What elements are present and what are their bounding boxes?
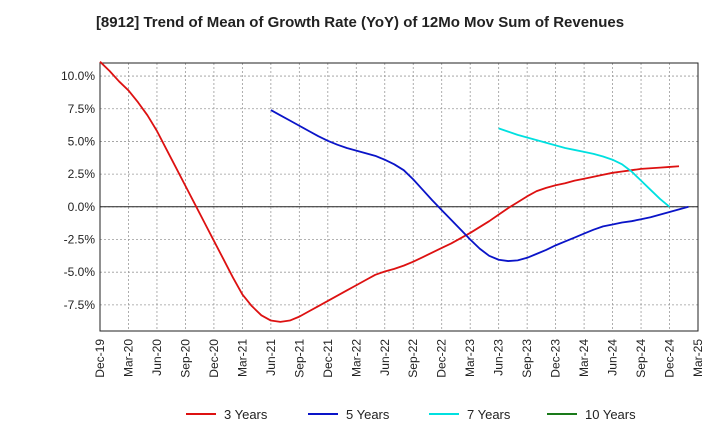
x-tick-label: Sep-20 <box>178 339 192 378</box>
x-tick-label: Dec-23 <box>549 339 563 378</box>
x-tick-label: Dec-20 <box>207 339 221 378</box>
y-tick-label: -2.5% <box>64 232 96 246</box>
y-tick-label: 0.0% <box>68 200 96 214</box>
legend: 3 Years 5 Years 7 Years 10 Years <box>186 407 636 422</box>
legend-label: 5 Years <box>346 407 390 422</box>
x-tick-label: Jun-23 <box>492 339 506 376</box>
x-tick-label: Dec-19 <box>93 339 107 378</box>
x-tick-label: Jun-22 <box>378 339 392 376</box>
y-tick-label: 10.0% <box>61 69 95 83</box>
grid <box>100 63 698 331</box>
x-tick-label: Jun-21 <box>264 339 278 376</box>
y-tick-label: -7.5% <box>64 298 96 312</box>
x-tick-label: Mar-25 <box>691 339 705 377</box>
x-tick-label: Sep-22 <box>406 339 420 378</box>
chart-title: [8912] Trend of Mean of Growth Rate (YoY… <box>95 14 625 31</box>
x-tick-label: Sep-24 <box>634 339 648 378</box>
legend-label: 10 Years <box>585 407 636 422</box>
plot-frame <box>99 62 699 332</box>
axes: Dec-19 Mar-20 Jun-20 Sep-20 Dec-20 Mar-21 Jun-… <box>61 62 705 378</box>
series-line-5-years <box>270 109 689 262</box>
legend-label: 7 Years <box>467 407 511 422</box>
x-tick-label: Mar-23 <box>463 339 477 377</box>
y-tick-label: 2.5% <box>68 167 96 181</box>
x-tick-label: Mar-22 <box>349 339 363 377</box>
legend-label: 3 Years <box>224 407 268 422</box>
x-tick-label: Sep-21 <box>292 339 306 378</box>
y-tick-label: 5.0% <box>68 134 96 148</box>
x-tick-label: Jun-24 <box>606 339 620 376</box>
y-tick-label: 7.5% <box>68 102 96 116</box>
x-tick-label: Mar-21 <box>235 339 249 377</box>
series-line-3-years <box>99 61 680 323</box>
series-lines <box>99 61 689 323</box>
x-tick-label: Mar-20 <box>121 339 135 377</box>
y-tick-label: -5.0% <box>64 265 96 279</box>
x-tick-label: Dec-21 <box>321 339 335 378</box>
series-line-7-years <box>498 127 671 208</box>
x-tick-label: Sep-23 <box>520 339 534 378</box>
x-tick-label: Dec-22 <box>435 339 449 378</box>
x-tick-label: Jun-20 <box>150 339 164 376</box>
x-tick-label: Dec-24 <box>663 339 677 378</box>
x-tick-label: Mar-24 <box>577 339 591 377</box>
